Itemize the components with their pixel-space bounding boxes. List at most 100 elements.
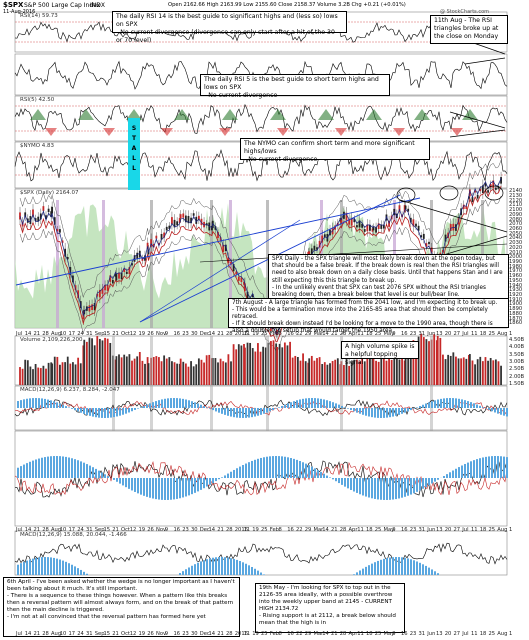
volume-bar	[66, 356, 69, 385]
macd-histogram	[80, 408, 82, 413]
price-candle	[307, 251, 310, 256]
x-tick: 25	[374, 527, 382, 533]
macd2-histogram	[53, 557, 55, 575]
mid-histogram	[353, 478, 355, 492]
price-candle	[136, 252, 139, 259]
x-tick: Aug 1	[497, 631, 513, 637]
price-candle	[356, 225, 358, 228]
x-tick: 28	[42, 331, 49, 337]
price-candle	[53, 217, 56, 225]
volume-bar	[321, 364, 324, 385]
mid-histogram	[395, 478, 397, 500]
mid-histogram	[275, 456, 277, 478]
mid-histogram	[293, 458, 295, 478]
x-tick: 25	[261, 631, 268, 637]
volume-bar	[366, 355, 369, 385]
macd-histogram	[347, 408, 349, 409]
macd2-histogram	[47, 557, 49, 575]
price-tick: 2100	[509, 207, 523, 214]
price-candle	[377, 223, 380, 229]
volume-bar	[173, 362, 176, 385]
macd-histogram	[26, 398, 28, 408]
macd-histogram	[155, 401, 157, 408]
x-tick: 9	[392, 527, 396, 533]
highlight-band	[210, 200, 213, 328]
x-tick: 18	[366, 527, 373, 533]
double-top-circle	[396, 187, 416, 203]
price-candle	[251, 294, 254, 298]
volume-bar	[439, 337, 442, 385]
macd2-histogram	[218, 557, 220, 575]
mid-histogram	[386, 478, 388, 500]
mid-histogram	[152, 478, 154, 499]
macd2-histogram	[431, 569, 433, 575]
mid-histogram	[473, 460, 475, 478]
x-tick: Jun	[427, 331, 436, 337]
price-candle	[243, 281, 245, 285]
note-rsi14: The daily RSI 14 is the best guide to si…	[112, 11, 347, 44]
volume-bar	[343, 365, 345, 385]
macd-histogram	[218, 408, 220, 413]
x-tick: 21	[33, 527, 41, 533]
macd2-histogram	[80, 569, 82, 575]
x-tick: 16	[173, 527, 181, 533]
macd-histogram	[206, 407, 208, 408]
x-tick: 10	[59, 631, 67, 637]
macd-histogram	[266, 408, 268, 413]
price-candle	[37, 216, 40, 222]
macd-histogram	[269, 408, 271, 412]
macd-histogram	[215, 408, 217, 412]
macd-histogram	[122, 408, 124, 415]
volume-bar	[435, 340, 438, 385]
macd-histogram	[470, 402, 472, 408]
macd2-histogram	[254, 568, 256, 575]
price-candle	[109, 275, 112, 282]
volume-bar	[64, 362, 67, 385]
price-candle	[200, 218, 203, 226]
price-candle	[366, 224, 369, 232]
macd-histogram	[299, 399, 301, 408]
x-tick: 18	[479, 527, 487, 533]
x-tick: 28	[339, 331, 347, 337]
mid-histogram	[77, 460, 79, 478]
volume-bar	[246, 342, 249, 385]
mid-histogram	[296, 459, 298, 478]
macd-histogram	[380, 408, 382, 418]
price-candle	[318, 240, 321, 248]
macd-histogram	[443, 398, 445, 408]
macd-histogram	[161, 399, 163, 408]
price-candle	[422, 233, 425, 239]
volume-bar	[460, 358, 463, 385]
macd-histogram	[353, 408, 355, 412]
x-tick: 18	[479, 331, 487, 337]
note-volume-spike: A high volume spike is a helpful topping…	[341, 341, 419, 366]
price-tick: 2140	[509, 188, 523, 195]
price-candle	[468, 189, 471, 197]
macd-histogram	[320, 398, 322, 408]
x-tick: 14	[24, 527, 32, 533]
price-candle	[152, 244, 155, 248]
volume-bar	[361, 356, 364, 385]
macd-histogram	[302, 398, 304, 408]
macd-histogram	[29, 398, 31, 408]
macd-histogram	[182, 398, 184, 408]
macd2-histogram	[374, 562, 376, 575]
x-tick: 30	[191, 331, 198, 337]
volume-bar	[447, 354, 450, 385]
macd-histogram	[125, 408, 127, 414]
price-candle	[363, 229, 366, 232]
mid-histogram	[101, 472, 103, 478]
x-tick: Sep	[94, 631, 105, 637]
macd-histogram	[227, 408, 229, 416]
x-tick: 25	[374, 631, 382, 637]
macd-histogram	[482, 407, 484, 408]
macd-histogram	[143, 405, 145, 408]
x-tick: Aug	[51, 527, 62, 533]
price-candle	[409, 217, 412, 223]
mid-histogram	[323, 473, 325, 478]
rsi5-oversold-fill	[335, 128, 347, 136]
mid-histogram	[167, 478, 169, 500]
price-candle	[412, 219, 415, 227]
x-tick: 29	[304, 631, 312, 637]
